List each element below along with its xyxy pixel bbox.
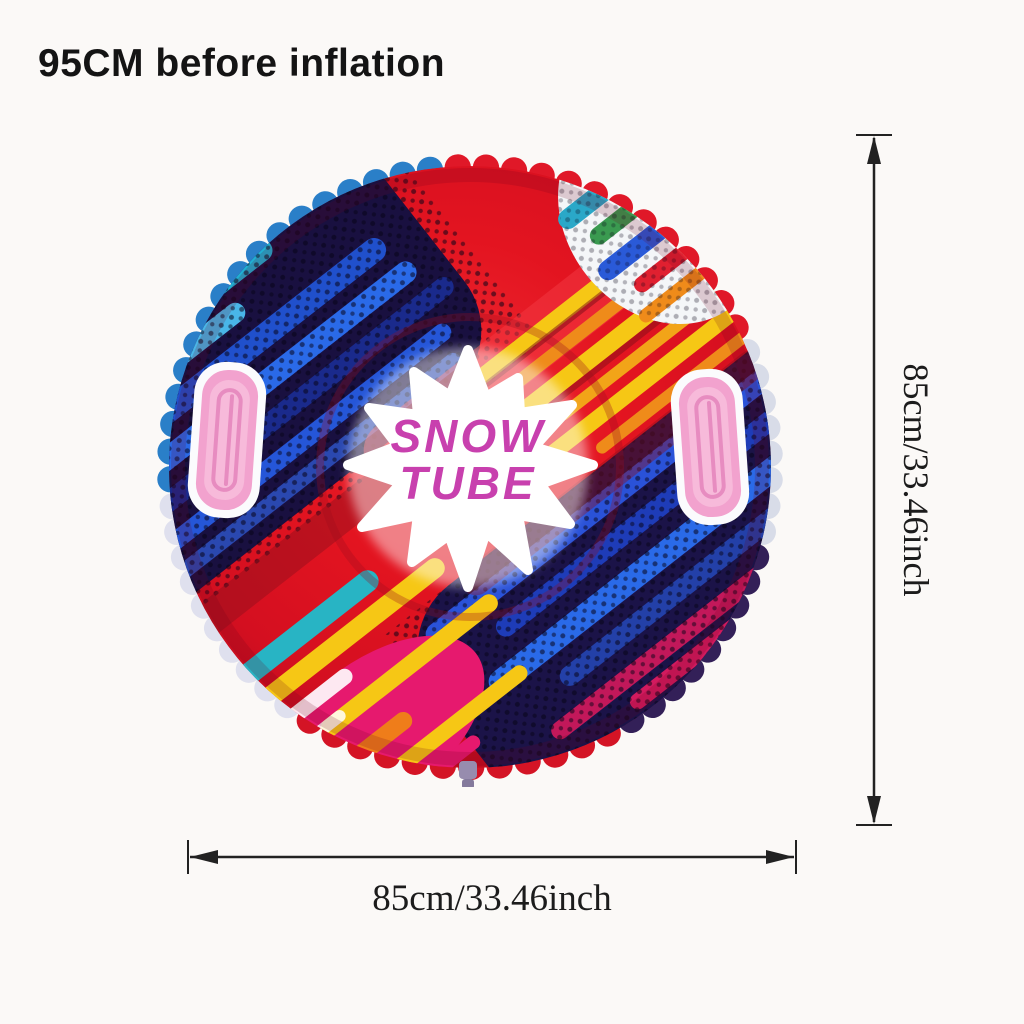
product-image: SNOW TUBE bbox=[150, 147, 790, 787]
right-handle bbox=[670, 368, 750, 526]
height-dim-line bbox=[856, 134, 892, 826]
air-valve bbox=[459, 761, 477, 787]
arrow-left-icon bbox=[190, 850, 218, 864]
width-dim-line bbox=[187, 840, 797, 874]
rim-shade bbox=[171, 168, 769, 766]
snow-label-line2: TUBE bbox=[399, 457, 536, 509]
snow-tube-graphic: SNOW TUBE bbox=[157, 154, 783, 787]
starburst bbox=[343, 345, 598, 592]
left-handle bbox=[187, 361, 267, 519]
width-dimension: 85cm/33.46inch bbox=[150, 830, 850, 960]
height-dim-label: 85cm/33.46inch bbox=[896, 364, 936, 597]
arrow-right-icon bbox=[766, 850, 794, 864]
page-title: 95CM before inflation bbox=[38, 42, 446, 85]
inner-ring-crease bbox=[316, 313, 624, 621]
snow-label-line1: SNOW bbox=[390, 410, 546, 462]
width-dim-label: 85cm/33.46inch bbox=[372, 878, 612, 919]
height-dimension: 85cm/33.46inch bbox=[840, 120, 980, 840]
arrow-down-icon bbox=[867, 796, 881, 824]
arrow-up-icon bbox=[867, 136, 881, 164]
starburst-label: SNOW TUBE bbox=[343, 345, 598, 592]
